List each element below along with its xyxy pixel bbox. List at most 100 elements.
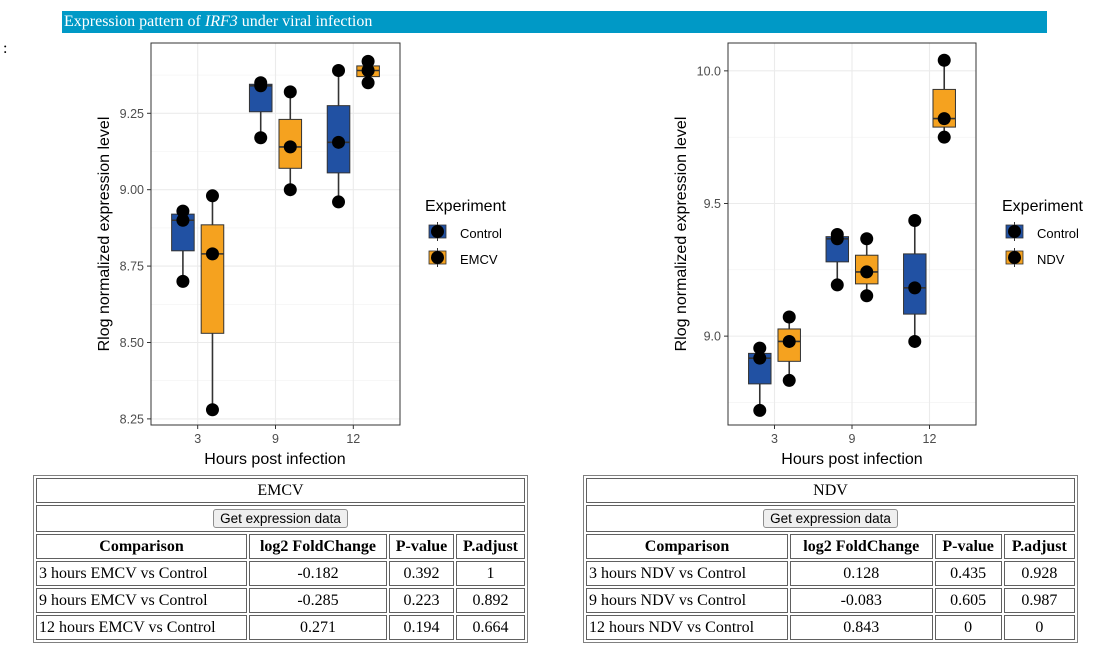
column-header: P-value: [934, 534, 1002, 559]
table-row: 3 hours NDV vs Control 0.128 0.435 0.928: [586, 561, 1075, 586]
table-row: 12 hours NDV vs Control 0.843 0 0: [586, 615, 1075, 640]
box-control-12h: [326, 64, 351, 209]
header-gene: IRF3: [204, 13, 238, 30]
legend-label-control: Control: [460, 226, 502, 241]
column-header: log2 FoldChange: [249, 534, 387, 559]
y-ticks: 8.25 8.50 8.75 9.00 9.25: [120, 107, 151, 426]
x-ticks: 3 9 12: [194, 425, 360, 446]
legend-title: Experiment: [425, 198, 506, 215]
legend-label-control: Control: [1037, 226, 1079, 241]
y-tick-label: 8.75: [120, 260, 144, 274]
legend-key-control: [428, 222, 447, 241]
data-point: [283, 183, 297, 197]
column-header: Comparison: [36, 534, 247, 559]
y-axis-title: Rlog normalized expression level: [96, 117, 113, 352]
data-point: [908, 213, 922, 227]
comparison-cell: 9 hours NDV vs Control: [586, 588, 788, 613]
y-tick-label: 10.0: [697, 64, 721, 78]
table-row: 12 hours EMCV vs Control 0.271 0.194 0.6…: [36, 615, 525, 640]
comparison-cell: 12 hours EMCV vs Control: [36, 615, 247, 640]
box-ndv-9h: [854, 232, 879, 303]
box-emcv-3h: [200, 189, 225, 417]
box-ndv-12h: [932, 53, 956, 144]
box-control-9h: [825, 228, 850, 292]
grid-major: [151, 43, 400, 425]
data-point: [860, 232, 874, 246]
table-row: 3 hours EMCV vs Control -0.182 0.392 1: [36, 561, 525, 586]
table-header-row: Comparison log2 FoldChange P-value P.adj…: [36, 534, 525, 559]
padjust-cell: 0.664: [456, 615, 525, 640]
get-expression-data-button[interactable]: Get expression data: [213, 509, 348, 528]
box-emcv-9h: [278, 85, 303, 197]
x-ticks: 3 9 12: [771, 425, 936, 446]
data-point: [361, 64, 375, 78]
data-point: [361, 76, 375, 90]
data-point: [908, 281, 922, 295]
data-point: [332, 64, 346, 78]
legend-label-ndv: NDV: [1037, 252, 1065, 267]
y-tick-label: 9.25: [120, 107, 144, 121]
data-point: [753, 351, 767, 365]
legend: Experiment Control EMCV: [425, 198, 506, 267]
column-header: log2 FoldChange: [790, 534, 933, 559]
padjust-cell: 0: [1003, 615, 1075, 640]
comparison-cell: 3 hours EMCV vs Control: [36, 561, 247, 586]
data-point: [283, 85, 297, 99]
data-point: [830, 278, 844, 292]
data-point: [937, 112, 951, 126]
pvalue-cell: 0.194: [388, 615, 455, 640]
table-header-row: Comparison log2 FoldChange P-value P.adj…: [586, 534, 1075, 559]
log2fc-cell: 0.271: [249, 615, 387, 640]
y-tick-label: 9.5: [704, 197, 721, 211]
x-axis-title: Hours post infection: [781, 451, 922, 468]
table-title: NDV: [586, 478, 1075, 503]
x-axis-title: Hours post infection: [204, 451, 345, 468]
pvalue-cell: 0.605: [934, 588, 1002, 613]
data-point: [205, 247, 219, 261]
column-header: P.adjust: [456, 534, 525, 559]
button-cell: Get expression data: [586, 505, 1075, 532]
data-point: [782, 373, 796, 387]
header-prefix: Expression pattern of: [64, 13, 205, 30]
ndv-boxplot: 9.0 9.5 10.0 3 9 12 Hours post infection Rlo…: [673, 42, 1083, 468]
ndv-results-table: NDV Get expression data Comparison log2 …: [583, 475, 1078, 643]
button-cell: Get expression data: [36, 505, 525, 532]
log2fc-cell: -0.083: [790, 588, 933, 613]
data-point: [860, 265, 874, 279]
data-point: [937, 53, 951, 67]
data-point: [830, 232, 844, 246]
header-suffix: under viral infection: [237, 13, 373, 30]
data-point: [860, 289, 874, 303]
data-point: [176, 274, 190, 288]
data-point: [937, 130, 951, 144]
y-tick-label: 9.0: [704, 330, 721, 344]
padjust-cell: 1: [456, 561, 525, 586]
pvalue-cell: 0.435: [934, 561, 1002, 586]
legend-title: Experiment: [1002, 198, 1083, 215]
x-tick-label: 9: [272, 432, 279, 446]
data-point: [176, 204, 190, 218]
column-header: Comparison: [586, 534, 788, 559]
get-expression-data-button[interactable]: Get expression data: [763, 509, 898, 528]
box-emcv-12h: [356, 54, 380, 90]
x-tick-label: 12: [346, 432, 360, 446]
data-point: [283, 140, 297, 154]
y-tick-label: 8.50: [120, 336, 144, 350]
comparison-cell: 9 hours EMCV vs Control: [36, 588, 247, 613]
y-tick-label: 8.25: [120, 412, 144, 426]
table-row: 9 hours EMCV vs Control -0.285 0.223 0.8…: [36, 588, 525, 613]
data-point: [332, 135, 346, 149]
data-point: [753, 403, 767, 417]
y-tick-label: 9.00: [120, 183, 144, 197]
data-point: [361, 54, 375, 68]
box-marks: [171, 54, 380, 417]
log2fc-cell: -0.182: [249, 561, 387, 586]
y-ticks: 9.0 9.5 10.0: [697, 64, 728, 344]
data-point: [205, 403, 219, 417]
legend-key-emcv: [428, 248, 447, 267]
table-title: EMCV: [36, 478, 525, 503]
pvalue-cell: 0.223: [388, 588, 455, 613]
data-point: [254, 79, 268, 93]
leading-colon: :: [3, 40, 8, 57]
column-header: P.adjust: [1003, 534, 1075, 559]
